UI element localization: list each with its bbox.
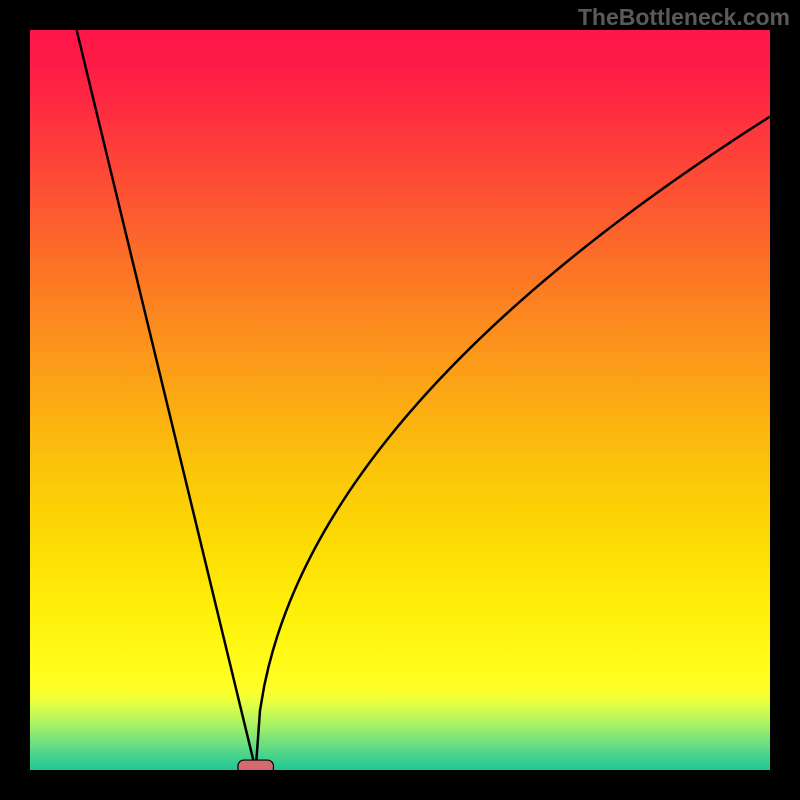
gradient-background <box>30 30 770 770</box>
watermark: TheBottleneck.com <box>578 4 790 31</box>
bottleneck-curve-chart <box>0 0 800 800</box>
chart-container: TheBottleneck.com <box>0 0 800 800</box>
